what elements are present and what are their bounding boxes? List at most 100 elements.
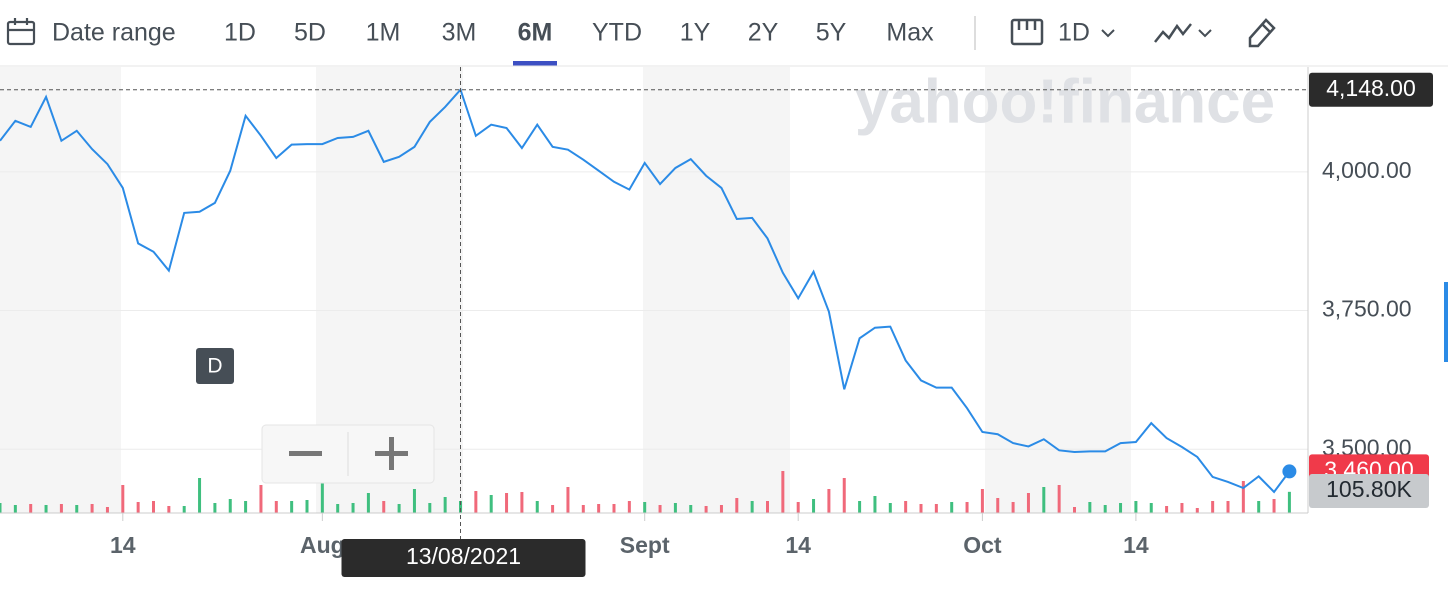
volume-bar: [397, 504, 401, 513]
volume-bar: [13, 505, 17, 513]
volume-bar: [489, 495, 493, 513]
volume-bar: [643, 502, 647, 513]
interval-button[interactable]: 1D: [1058, 19, 1090, 47]
x-tick-label: 14: [1123, 532, 1149, 558]
crosshair-price-label: 4,148.00: [1326, 75, 1416, 101]
volume-bar: [320, 482, 324, 513]
volume-bar: [904, 501, 908, 513]
candle-icon[interactable]: [1010, 18, 1044, 46]
range-button[interactable]: 1D: [224, 19, 256, 47]
y-tick-label: 3,750.00: [1322, 296, 1412, 322]
volume-bar: [152, 501, 155, 513]
volume-bar: [1165, 506, 1169, 513]
volume-bar: [136, 502, 140, 513]
volume-bar: [290, 501, 294, 513]
volume-bar: [336, 504, 340, 513]
volume-bar: [612, 504, 616, 513]
range-button[interactable]: 2Y: [748, 19, 779, 47]
volume-bar: [351, 503, 355, 513]
zoom-in-button[interactable]: [375, 437, 408, 470]
volume-bar: [1011, 502, 1015, 513]
zoom-out-button[interactable]: [289, 451, 322, 456]
volume-bar: [750, 501, 754, 513]
volume-bar: [90, 504, 94, 513]
volume-bar: [919, 504, 923, 513]
volume-bar: [505, 493, 509, 513]
range-button[interactable]: 1Y: [680, 19, 711, 47]
volume-bar: [996, 498, 1000, 513]
volume-bar: [965, 502, 969, 513]
range-button[interactable]: YTD: [592, 19, 642, 47]
scroll-handle[interactable]: [1444, 282, 1448, 362]
range-button[interactable]: 5Y: [816, 19, 847, 47]
date-range-button[interactable]: Date range: [52, 19, 176, 47]
volume-bar: [213, 503, 217, 513]
volume-bar: [182, 506, 186, 513]
badge-label: D: [207, 355, 222, 378]
volume-bar: [1211, 501, 1215, 513]
volume-bar: [934, 504, 938, 513]
volume-bar: [796, 502, 800, 513]
toolbar: Date range 1D 5D 1M 3M 6M YTD 1Y 2Y 5Y Max 1D: [6, 16, 1276, 66]
volume-bar: [719, 505, 723, 513]
watermark: yahoo!finance: [855, 67, 1275, 136]
volume-bar: [29, 504, 33, 513]
x-tick-label: Aug: [300, 532, 345, 558]
volume-bar: [689, 505, 693, 513]
volume-bar: [1226, 501, 1230, 513]
volume-bar: [1272, 499, 1276, 513]
chevron[interactable]: [1101, 29, 1115, 38]
volume-bar: [658, 505, 662, 513]
volume-bar: [888, 503, 892, 513]
volume-bar: [75, 505, 79, 513]
volume-bar: [566, 487, 570, 513]
crosshair-date-box: [341, 539, 586, 577]
zoom-controls: [261, 424, 435, 484]
volume-bar: [59, 504, 63, 513]
volume-bar: [244, 501, 248, 513]
chevron[interactable]: [1198, 29, 1212, 38]
volume-bar: [735, 498, 739, 513]
volume-bar: [597, 504, 601, 513]
volume-bar: [1057, 485, 1061, 513]
range-button[interactable]: 6M: [518, 19, 553, 47]
volume-bar: [412, 489, 416, 513]
volume-bar: [704, 506, 708, 513]
volume-bar: [781, 471, 785, 513]
volume-bar: [105, 507, 109, 513]
range-button[interactable]: Max: [886, 19, 934, 47]
volume-bar: [1195, 508, 1199, 513]
last-price-dot: [1282, 464, 1297, 479]
volume-bar: [673, 503, 677, 513]
volume-bar: [1119, 503, 1123, 513]
volume-bar: [520, 492, 524, 513]
x-tick-label: 14: [110, 532, 136, 558]
crosshair-date-label: 13/08/2021: [406, 543, 521, 569]
volume-bar: [873, 496, 877, 513]
volume-bar: [259, 485, 263, 513]
volume-bar: [459, 501, 462, 513]
volume-bar: [1149, 503, 1153, 513]
volume-bar: [1073, 507, 1076, 513]
volume-bar: [366, 493, 370, 513]
volume-bar: [443, 497, 447, 513]
draw-icon[interactable]: [1248, 18, 1276, 48]
volume-bar: [0, 503, 2, 513]
range-button[interactable]: 1M: [366, 19, 401, 47]
volume-bar: [842, 478, 846, 513]
volume-bar: [274, 501, 278, 513]
selected-indicator: [513, 61, 557, 66]
volume-bar: [228, 499, 232, 513]
range-button[interactable]: 5D: [294, 19, 326, 47]
x-tick-label: Sept: [620, 532, 670, 558]
volume-bar: [1257, 501, 1261, 513]
volume-bar: [198, 478, 202, 513]
chart-type-icon[interactable]: [1154, 23, 1192, 43]
range-button[interactable]: 3M: [442, 19, 477, 47]
calendar-icon[interactable]: [6, 18, 36, 46]
volume-bar: [812, 499, 816, 513]
badge[interactable]: [196, 348, 234, 384]
volume-bar: [827, 489, 831, 513]
volume-bar: [980, 489, 984, 513]
volume-label-box: [1309, 474, 1429, 508]
